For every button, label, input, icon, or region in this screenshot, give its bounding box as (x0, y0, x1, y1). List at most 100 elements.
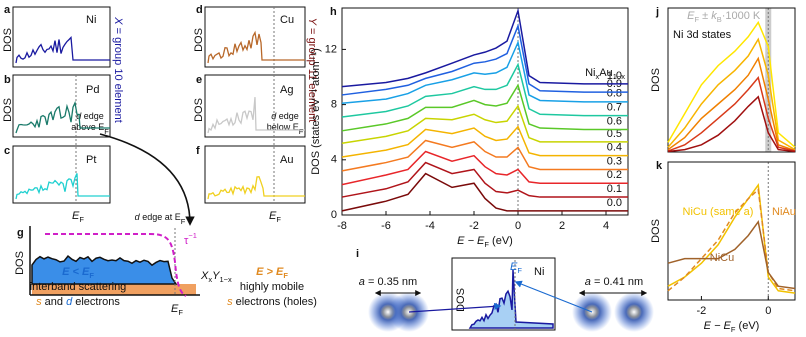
label-part: X (112, 16, 124, 25)
label: Ni (86, 14, 96, 26)
label: b (4, 74, 11, 86)
label-part: −1 (188, 231, 197, 240)
series-label: NiCu (same a) (683, 206, 754, 218)
text: EF (72, 210, 84, 225)
label-part: below E (267, 122, 299, 132)
label-part: τ (184, 235, 189, 247)
label: Pt (86, 154, 96, 166)
label: Ag (280, 84, 293, 96)
schematic-dos (15, 36, 110, 64)
series-label: NiCu (710, 252, 734, 264)
label: Pd (86, 84, 99, 96)
label-part: F (89, 271, 94, 280)
schematic-dos (15, 100, 110, 134)
label-part: and (42, 296, 66, 308)
label-part: X (200, 270, 209, 282)
label-part: = group 10 element (112, 25, 124, 123)
series-label: 0.6 (607, 115, 622, 127)
series-line (341, 40, 628, 104)
panel-label: k (656, 160, 663, 172)
label-part: s (227, 296, 233, 308)
plot-frame (341, 7, 629, 216)
text: s electrons (holes) (227, 296, 317, 308)
y-tick-label: 4 (331, 154, 337, 166)
label-part: d (271, 111, 277, 121)
arrow (99, 133, 195, 226)
series-label: 0.8 (607, 88, 622, 100)
label: d (196, 4, 203, 16)
inset-dos (468, 269, 554, 329)
label-part: E − E (704, 320, 732, 332)
label-part: F (694, 15, 699, 24)
label-part: = group 11 element (306, 25, 318, 122)
text: XxY1−x (200, 270, 232, 285)
annotation: EF ± kB·1000 K (687, 10, 761, 25)
label-part: E > E (256, 266, 284, 278)
axis-label: NixAu1−x (585, 67, 625, 82)
text: EF (269, 210, 281, 225)
label-part: Ni (585, 67, 595, 79)
series-label: 0.1 (607, 183, 622, 195)
scattering-rate (45, 233, 187, 297)
label: g (17, 227, 24, 239)
series-line (341, 139, 628, 172)
series-label: 0.0 (607, 197, 622, 209)
series-line (341, 125, 628, 158)
label-part: = 0.35 nm (365, 276, 417, 288)
label-part: electrons (72, 296, 120, 308)
label-part: d (66, 296, 73, 308)
label-part: edge (276, 111, 299, 121)
series-line (667, 20, 796, 148)
panel-frame (204, 74, 306, 138)
label: Au (280, 154, 293, 166)
label-part: edge (81, 111, 104, 121)
panel-frame (12, 6, 111, 68)
label-part: E (687, 10, 695, 22)
series-label: NiAu (772, 206, 796, 218)
label-part: F (517, 266, 522, 275)
schematic-dos (15, 173, 110, 200)
text: d edge (76, 111, 104, 121)
series-label: 0.4 (607, 142, 622, 154)
label: DOS (193, 28, 205, 52)
label: highly mobile (240, 281, 304, 293)
series-line (341, 7, 628, 88)
text: X = group 10 element (112, 16, 124, 123)
label-part: (eV) (735, 320, 759, 332)
label-part: x (208, 275, 212, 284)
label: f (196, 145, 200, 157)
x-tick-label: -6 (381, 220, 391, 232)
panel-frame (12, 145, 111, 204)
y-axis-label: DOS (650, 68, 662, 92)
atom (614, 292, 654, 332)
plot-frame (667, 7, 796, 153)
label: DOS (2, 98, 14, 122)
label: DOS (2, 28, 14, 52)
schematic-dos (207, 97, 305, 134)
label-part: Y (306, 18, 318, 26)
y-tick-label: 0 (331, 209, 337, 221)
text: s and d electrons (36, 296, 120, 308)
x-tick-label: -4 (425, 220, 435, 232)
x-tick-label: 0 (765, 305, 771, 317)
text: EF (171, 303, 183, 318)
label-part: F (484, 240, 489, 249)
label-part: d (135, 212, 141, 222)
series-line (667, 188, 796, 292)
label-part: 1−x (219, 275, 232, 284)
panel-frame (204, 145, 306, 204)
text: Y = group 11 element (306, 18, 318, 123)
series-line (341, 150, 628, 186)
x-tick-label: -8 (337, 220, 347, 232)
label-part: F (79, 215, 84, 224)
y-tick-label: 12 (325, 43, 337, 55)
series-line (667, 56, 796, 152)
text: EF (510, 261, 522, 276)
inset-frame (451, 257, 556, 331)
label-part: ± k (699, 10, 717, 22)
x-tick-label: -2 (697, 305, 707, 317)
series-label: 0.2 (607, 169, 622, 181)
s-band (32, 284, 196, 295)
label-part: F (104, 127, 109, 136)
